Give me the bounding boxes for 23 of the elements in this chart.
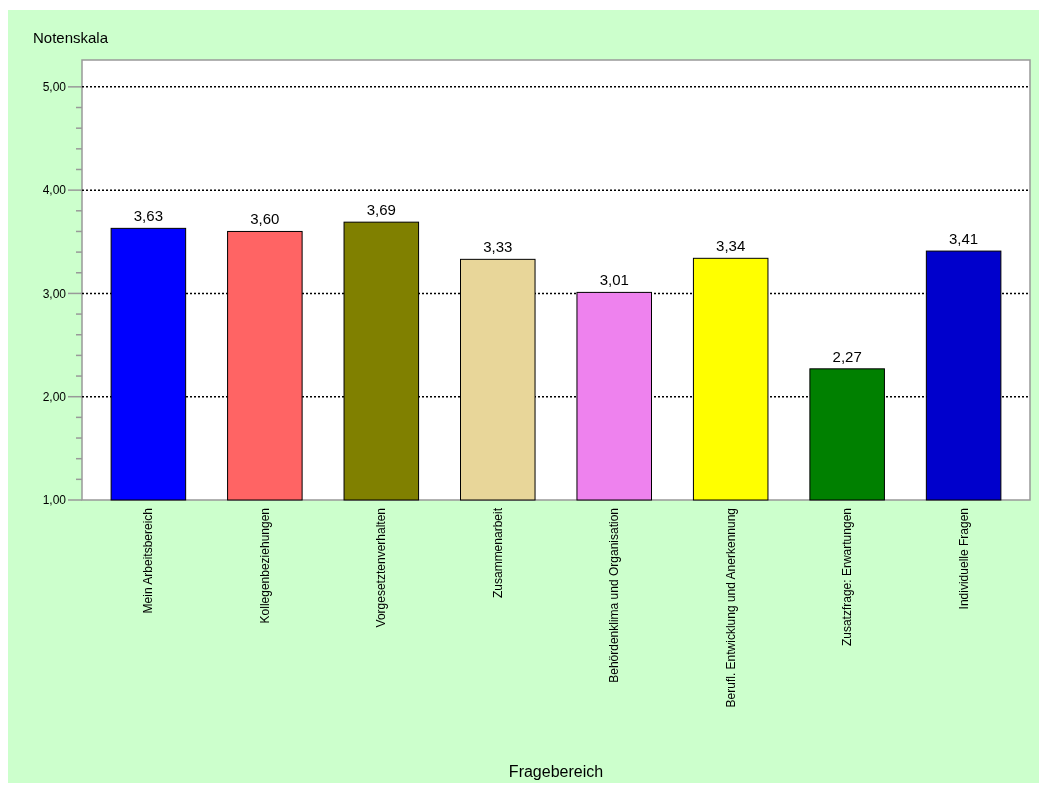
y-axis-title: Notenskala — [33, 29, 109, 46]
x-axis-title: Fragebereich — [508, 763, 604, 780]
y-tick-label: 2,00 — [42, 389, 67, 404]
x-tick-label: Kollegenbeziehungen — [257, 508, 272, 624]
x-tick-label: Mein Arbeitsbereich — [141, 508, 156, 614]
y-tick-label: 4,00 — [42, 183, 67, 198]
data-label: 3,34 — [716, 237, 746, 255]
x-tick-label: Berufl. Entwicklung und Anerkennung — [723, 508, 738, 708]
x-tick-label: Zusammenarbeit — [490, 507, 505, 599]
data-label: 3,63 — [133, 207, 163, 225]
data-label: 3,41 — [949, 230, 979, 248]
data-label: 3,69 — [366, 201, 396, 219]
data-label: 3,60 — [250, 210, 280, 228]
y-tick-label: 5,00 — [42, 80, 67, 95]
y-tick-label: 1,00 — [42, 493, 67, 508]
data-label: 3,01 — [599, 271, 629, 289]
x-tick-label: Zusatzfrage: Erwartungen — [840, 508, 855, 647]
x-tick-label: Vorgesetztenverhalten — [374, 508, 389, 628]
x-tick-label: Individuelle Fragen — [956, 508, 971, 610]
x-tick-label: Behördenklima und Organisation — [607, 508, 622, 683]
data-label: 3,33 — [483, 238, 513, 256]
y-tick-label: 3,00 — [42, 286, 67, 301]
data-label: 2,27 — [832, 347, 862, 365]
